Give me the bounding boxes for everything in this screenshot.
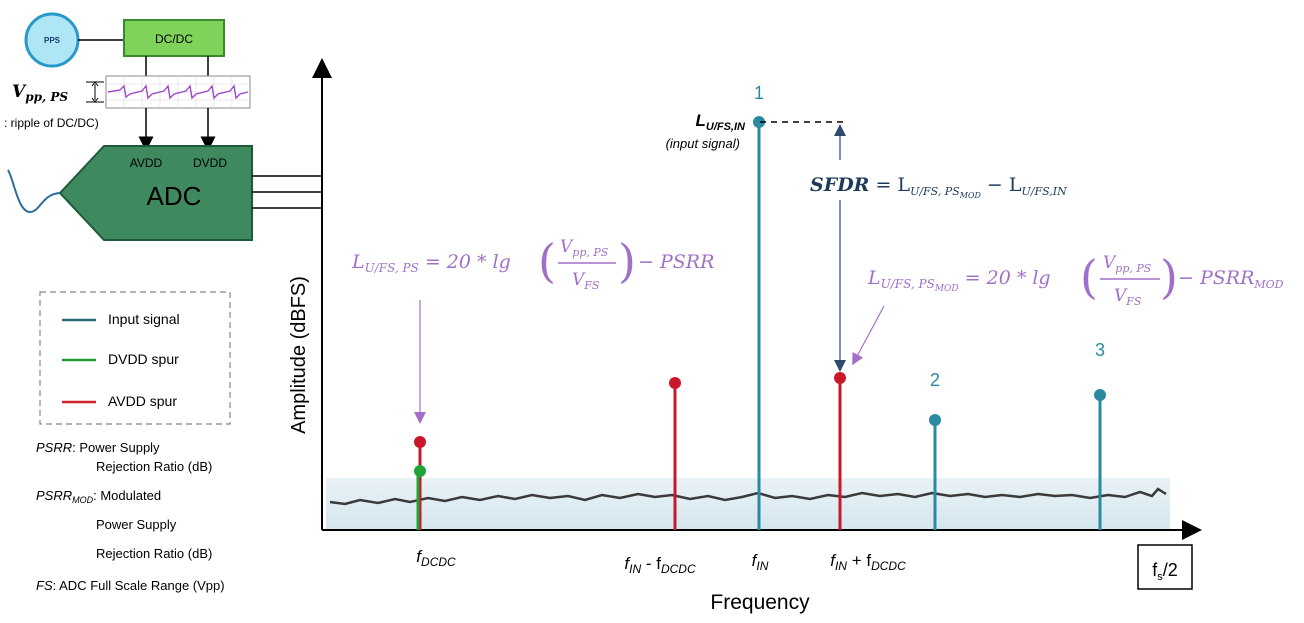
- psrr-definition-line1: PSRR: Power Supply: [36, 440, 160, 455]
- spectrum-plot: Amplitude (dBFS) Frequency fs/2 1 2 3 fD…: [288, 58, 1202, 614]
- psrrmod-definition-line2: Power Supply: [96, 517, 177, 532]
- ps-formula-denominator: VFS: [572, 270, 600, 292]
- ripple-symbol: Vpp, PS: [12, 82, 68, 104]
- fundamental-marker: [753, 116, 765, 128]
- psmod-formula-lhs: LU/FS, PSMOD = 20 * lg: [867, 267, 1051, 294]
- fundamental-index: 1: [754, 83, 764, 103]
- y-axis-label: Amplitude (dBFS): [288, 276, 310, 434]
- x-axis-label: Frequency: [710, 591, 810, 614]
- psmod-formula-paren-close: ): [1160, 250, 1178, 304]
- x-label-fin: fIN: [752, 551, 769, 573]
- legend-label-input: Input signal: [108, 311, 180, 327]
- ps-formula-paren-close: ): [618, 234, 636, 288]
- psmod-formula-arrow: [852, 305, 885, 366]
- adc-block: [58, 145, 253, 241]
- noise-floor-band: [326, 478, 1170, 530]
- harmonic-2-index: 2: [930, 370, 940, 390]
- legend-box: [39, 291, 231, 425]
- dcdc-avdd-spur-marker: [414, 436, 426, 448]
- ps-formula-numerator: Vpp, PS: [560, 237, 609, 259]
- harmonic-3-marker: [1094, 389, 1106, 401]
- legend-label-dvdd: DVDD spur: [108, 351, 179, 367]
- input-level-label: LU/FS,IN: [695, 111, 746, 133]
- annotations: LU/FS,IN (input signal) SFDR = LU/FS, PSM…: [351, 111, 1284, 424]
- psmod-formula-numerator: Vpp, PS: [1103, 253, 1152, 275]
- power-supply-label: PPS: [44, 36, 61, 45]
- x-label-fin-minus-fdcdc: fIN - fDCDC: [624, 554, 696, 576]
- ps-formula-paren-open: (: [538, 234, 556, 288]
- psrrmod-definition-line1: PSRRMOD: Modulated: [36, 488, 161, 505]
- legend: Input signal DVDD spur AVDD spur: [39, 291, 231, 425]
- ripple-caption: : ripple of DC/DC): [4, 116, 99, 130]
- psmod-formula: LU/FS, PSMOD = 20 * lg ( Vpp, PS VFS ) − …: [867, 250, 1284, 308]
- upper-sideband-spur-marker: [834, 372, 846, 384]
- fs-definition: FS: ADC Full Scale Range (Vpp): [36, 578, 225, 593]
- adc-label: ADC: [147, 181, 202, 211]
- avdd-label: AVDD: [130, 156, 163, 170]
- psmod-formula-tail: − PSRRMOD: [1178, 267, 1284, 291]
- definitions: PSRR: Power Supply Rejection Ratio (dB) …: [36, 440, 225, 593]
- lower-sideband-spur-marker: [669, 377, 681, 389]
- ps-formula-lhs: LU/FS, PS = 20 * lg: [351, 251, 511, 275]
- block-diagram: PPS DC/DC Vpp, PS : ripple of DC/DC) AVD…: [4, 12, 322, 241]
- x-label-fin-plus-fdcdc: fIN + fDCDC: [830, 551, 906, 573]
- adc-input-wave: [7, 169, 61, 214]
- psmod-formula-denominator: VFS: [1114, 286, 1142, 308]
- harmonic-2-marker: [929, 414, 941, 426]
- psrr-definition-line2: Rejection Ratio (dB): [96, 459, 212, 474]
- fs-half-box: [1137, 544, 1193, 590]
- input-level-caption: (input signal): [666, 136, 740, 151]
- harmonic-3-index: 3: [1095, 340, 1105, 360]
- dcdc-block: [123, 19, 225, 57]
- dcdc-label: DC/DC: [155, 32, 193, 46]
- psrrmod-definition-line3: Rejection Ratio (dB): [96, 546, 212, 561]
- ripple-waveform: [107, 84, 249, 100]
- legend-label-avdd: AVDD spur: [108, 393, 177, 409]
- x-label-fdcdc: fDCDC: [416, 547, 456, 569]
- ps-formula-tail: − PSRR: [638, 251, 714, 273]
- ps-formula: LU/FS, PS = 20 * lg ( Vpp, PS VFS ) − PSR…: [351, 234, 714, 292]
- dvdd-label: DVDD: [193, 156, 227, 170]
- fs-half-label: fs/2: [1152, 560, 1178, 583]
- psmod-formula-paren-open: (: [1080, 250, 1098, 304]
- sfdr-formula: SFDR = LU/FS, PSMOD − LU/FS,IN: [810, 174, 1067, 200]
- dcdc-dvdd-spur-marker: [414, 465, 426, 477]
